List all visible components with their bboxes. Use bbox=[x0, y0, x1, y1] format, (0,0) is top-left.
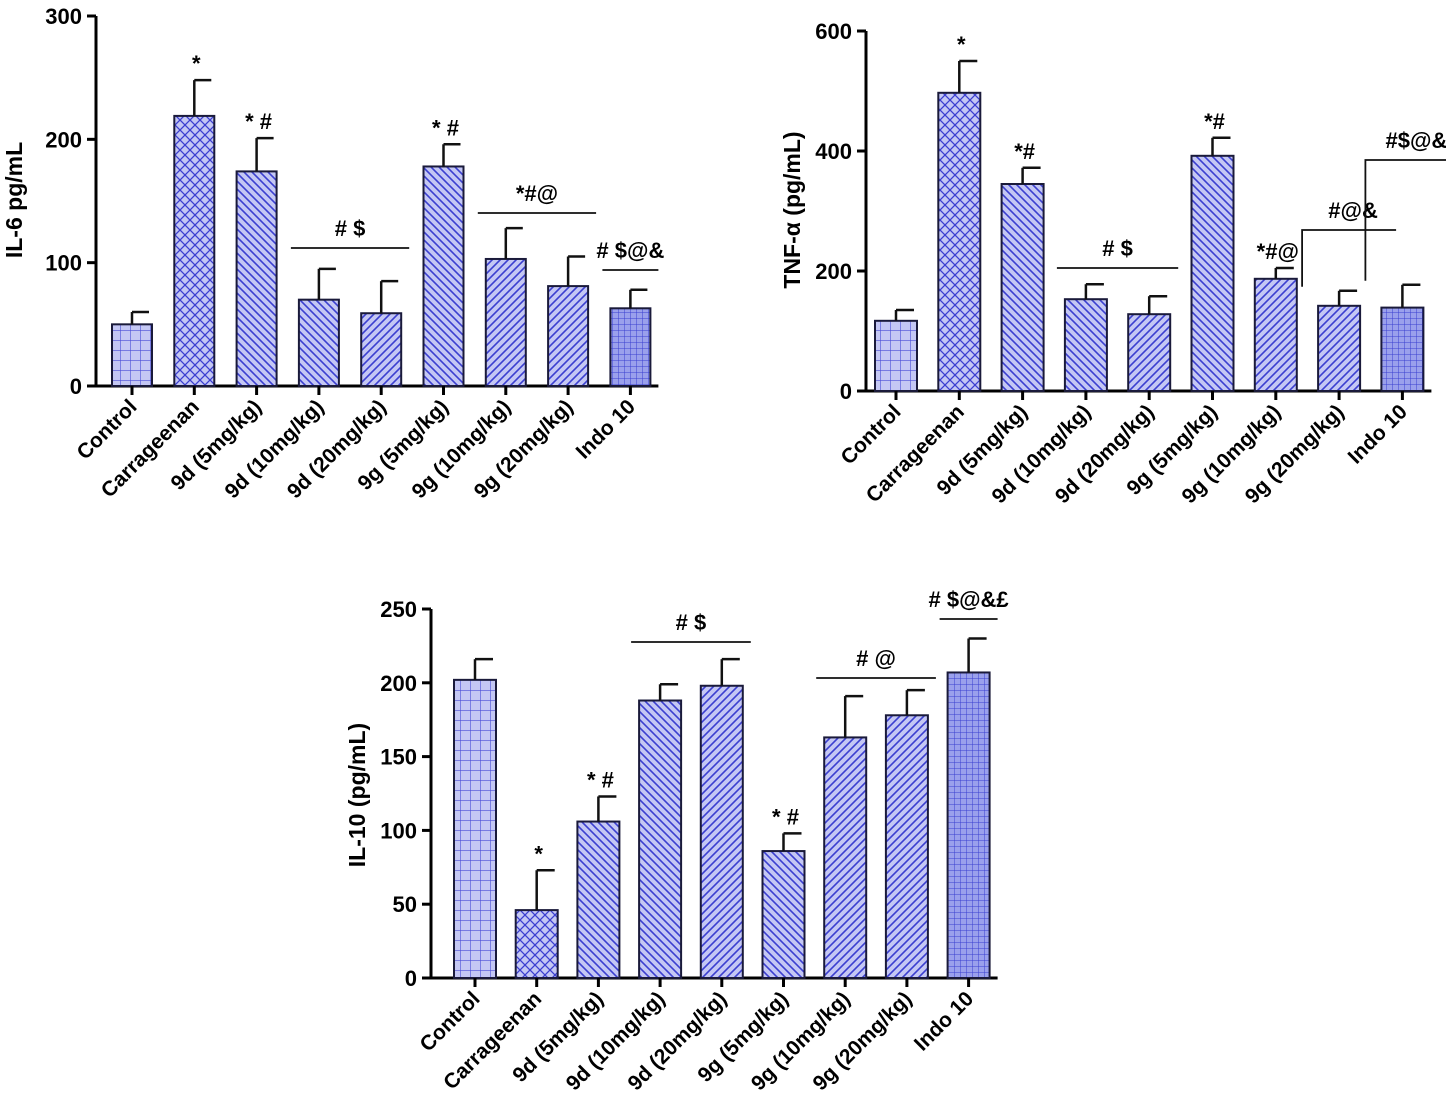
bar bbox=[484, 257, 527, 388]
il10-chart: IL-10 (pg/mL)050100150200250ControlCarra… bbox=[344, 587, 1009, 1095]
y-tick-label: 100 bbox=[45, 251, 82, 276]
tnf-alpha-chart: TNF-α (pg/mL)0200400600ControlCarrageena… bbox=[779, 19, 1446, 508]
significance-bracket bbox=[1301, 229, 1397, 287]
significance-label: *#@ bbox=[516, 181, 558, 206]
y-axis-label: IL-10 (pg/mL) bbox=[344, 723, 370, 867]
bar bbox=[297, 298, 340, 387]
bar bbox=[638, 699, 683, 980]
significance-label: *# bbox=[1014, 139, 1035, 164]
bar bbox=[823, 736, 868, 979]
significance-label: # $@& bbox=[596, 238, 664, 263]
category-label: Indo 10 bbox=[1344, 400, 1412, 468]
significance-label: # $ bbox=[335, 216, 366, 241]
bar bbox=[111, 323, 153, 388]
significance-label: * bbox=[957, 32, 966, 57]
significance-bracket bbox=[1364, 159, 1446, 281]
significance-label: # $ bbox=[676, 610, 707, 635]
y-tick-label: 250 bbox=[380, 597, 417, 622]
il6-chart: IL-6 pg/mL0100200300ControlCarrageenan9d… bbox=[1, 4, 664, 503]
y-tick-label: 50 bbox=[393, 892, 417, 917]
significance-label: * bbox=[192, 51, 201, 76]
y-tick-label: 0 bbox=[840, 379, 852, 404]
significance-label: * # bbox=[587, 767, 614, 792]
y-tick-label: 0 bbox=[70, 374, 82, 399]
bar bbox=[1000, 183, 1045, 392]
y-tick-label: 400 bbox=[815, 139, 852, 164]
bar bbox=[1127, 313, 1172, 393]
significance-label: * # bbox=[245, 109, 272, 134]
bar bbox=[514, 909, 559, 979]
bar bbox=[1253, 277, 1298, 392]
y-tick-label: 300 bbox=[45, 4, 82, 29]
y-axis-label: TNF-α (pg/mL) bbox=[779, 131, 805, 288]
significance-label: #@& bbox=[1328, 198, 1378, 223]
y-axis-label: IL-6 pg/mL bbox=[1, 142, 27, 258]
bar bbox=[422, 165, 465, 387]
bar bbox=[547, 285, 590, 388]
bar bbox=[1063, 298, 1108, 393]
y-tick-label: 200 bbox=[815, 259, 852, 284]
category-label: Indo 10 bbox=[572, 395, 640, 463]
significance-label: * bbox=[534, 841, 543, 866]
bar bbox=[1380, 306, 1425, 393]
bar bbox=[1317, 304, 1362, 392]
significance-label: * # bbox=[772, 804, 799, 829]
bar bbox=[1190, 154, 1235, 392]
significance-label: *# bbox=[1204, 109, 1225, 134]
significance-label: # @ bbox=[856, 646, 896, 671]
significance-label: * # bbox=[432, 115, 459, 140]
bar bbox=[874, 319, 918, 392]
bar bbox=[946, 671, 991, 980]
significance-label: #$@& bbox=[1385, 128, 1446, 153]
bar bbox=[761, 850, 806, 980]
category-label: Indo 10 bbox=[910, 987, 978, 1055]
y-tick-label: 600 bbox=[815, 19, 852, 44]
bar bbox=[937, 91, 982, 393]
y-tick-label: 150 bbox=[380, 745, 417, 770]
bar bbox=[699, 684, 744, 979]
significance-label: *#@ bbox=[1257, 239, 1299, 264]
bar bbox=[576, 820, 621, 979]
y-tick-label: 0 bbox=[405, 966, 417, 991]
bar bbox=[609, 307, 652, 387]
bar bbox=[453, 678, 497, 980]
significance-label: # $ bbox=[1102, 236, 1133, 261]
bar bbox=[884, 714, 929, 979]
bar bbox=[360, 312, 403, 388]
y-tick-label: 200 bbox=[380, 671, 417, 696]
y-tick-label: 200 bbox=[45, 127, 82, 152]
y-tick-label: 100 bbox=[380, 818, 417, 843]
significance-label: # $@&£ bbox=[929, 587, 1010, 612]
bar bbox=[235, 170, 278, 387]
bar bbox=[173, 114, 216, 388]
